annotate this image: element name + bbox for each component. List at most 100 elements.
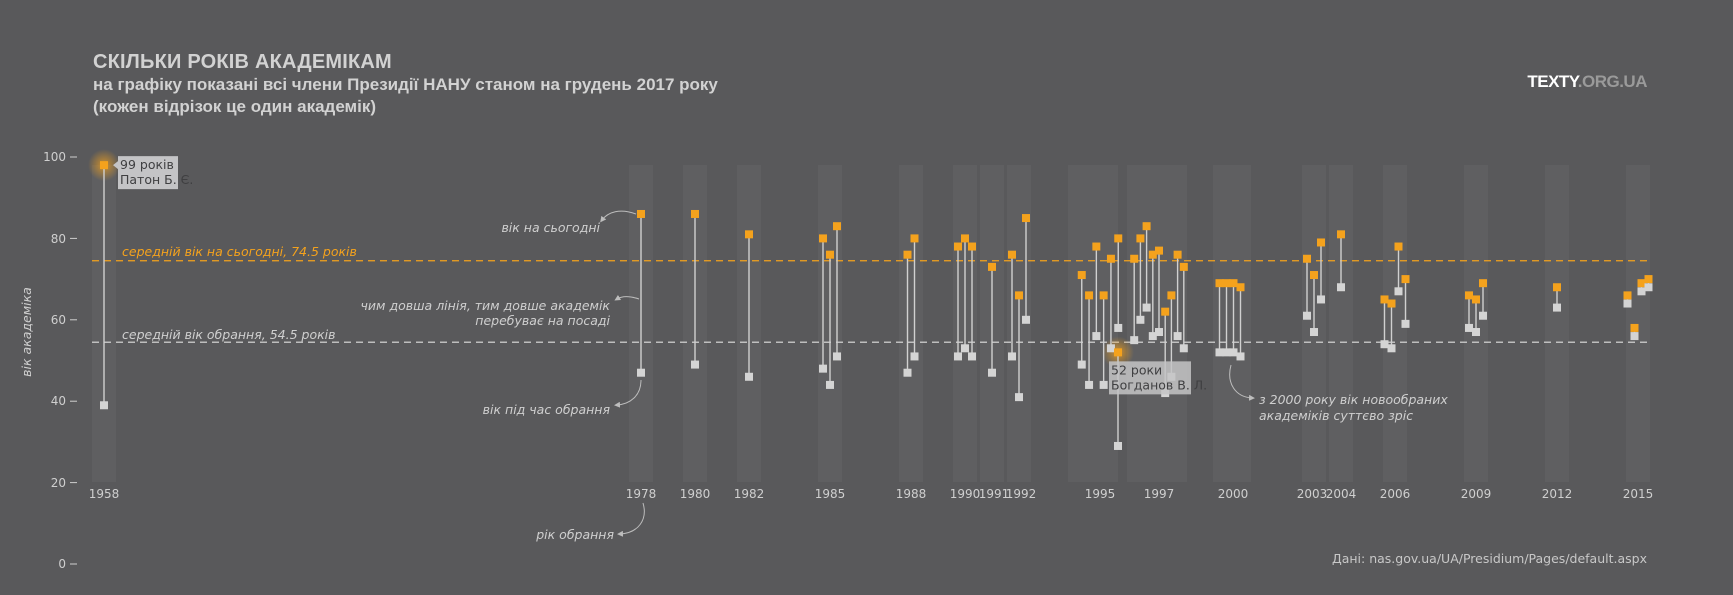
today-age-point [1222, 279, 1231, 288]
academician[interactable] [1015, 291, 1023, 402]
elected-age-point [1142, 303, 1151, 312]
elected-age-point [1092, 332, 1101, 341]
elected-age-point [100, 401, 108, 410]
academician[interactable] [1222, 279, 1231, 357]
today-age-point [1179, 262, 1188, 271]
academician[interactable] [1142, 222, 1151, 312]
academician[interactable] [1148, 250, 1157, 341]
x-tick-label: 1982 [734, 487, 765, 501]
elected-age-point [961, 344, 969, 353]
academician[interactable] [1303, 254, 1311, 320]
texty-logo[interactable]: TEXTY.ORG.UA [1527, 72, 1647, 92]
academician[interactable] [1114, 234, 1123, 332]
academician[interactable] [1380, 295, 1389, 349]
elected-age-point [1310, 328, 1318, 337]
academician[interactable] [988, 262, 996, 377]
today-age-point [1553, 283, 1561, 292]
academician[interactable] [1310, 271, 1318, 337]
elected-age-point [1553, 303, 1561, 312]
academician[interactable] [1136, 234, 1145, 324]
today-age-point [1317, 238, 1325, 247]
elected-age-point [1114, 441, 1122, 450]
tooltip-name: Богданов В. Л. [1111, 377, 1207, 392]
y-tick-label: 0 [58, 557, 66, 571]
academician[interactable] [1236, 283, 1245, 361]
academician[interactable] [1337, 230, 1345, 292]
today-age-point [968, 242, 976, 251]
logo-main: TEXTY [1527, 72, 1578, 91]
academician[interactable] [1229, 279, 1238, 357]
x-tick-label: 2006 [1380, 487, 1411, 501]
academician[interactable] [833, 222, 841, 361]
academician[interactable] [691, 209, 699, 369]
academician[interactable] [1179, 262, 1188, 353]
today-age-point [961, 234, 969, 243]
chart-subtitle-line2: (кожен відрізок це один академік) [93, 97, 377, 116]
y-tick-label: 20 [51, 476, 66, 490]
academician[interactable] [745, 230, 753, 381]
academician[interactable] [1085, 291, 1094, 389]
today-age-point [1142, 222, 1151, 231]
academician[interactable] [1394, 242, 1403, 296]
today-age-point [1148, 250, 1157, 259]
today-age-point [1092, 242, 1101, 251]
elected-age-point [1148, 332, 1157, 341]
academician[interactable] [1215, 279, 1224, 357]
annotation-since2000-line1: з 2000 року вік новообраних [1259, 392, 1448, 407]
academician[interactable] [826, 250, 834, 389]
academician[interactable] [1008, 250, 1016, 361]
academician[interactable] [1106, 254, 1115, 353]
annotation-length-line2: перебуває на посаді [475, 313, 610, 328]
elected-age-point [1106, 344, 1115, 353]
academician[interactable] [1472, 295, 1480, 337]
academician[interactable] [1465, 291, 1473, 332]
academician[interactable] [1077, 271, 1086, 369]
year-band [1213, 165, 1251, 482]
academician[interactable] [1630, 323, 1639, 341]
academician[interactable] [1401, 275, 1410, 328]
year-band [1626, 165, 1650, 482]
today-age-point [1215, 279, 1224, 288]
academician[interactable] [1637, 279, 1646, 296]
elected-age-point [819, 364, 827, 373]
elected-age-point [1179, 344, 1188, 353]
y-tick-label: 40 [51, 394, 66, 408]
elected-age-point [1215, 348, 1224, 357]
today-age-point [1008, 250, 1016, 259]
academician[interactable] [1092, 242, 1101, 341]
today-age-point [1380, 295, 1389, 304]
annotation-since2000-line2: академіків суттєво зріс [1259, 408, 1413, 423]
academician[interactable] [1553, 283, 1561, 312]
academician[interactable] [819, 234, 827, 373]
academician[interactable] [1173, 250, 1182, 341]
reference-lines: середній вік на сьогодні, 74.5 років сер… [92, 244, 1648, 343]
elected-age-point [1173, 332, 1182, 341]
annotation-today: вік на сьогодні [501, 220, 600, 235]
academician[interactable] [1022, 214, 1030, 324]
academician[interactable] [1623, 291, 1632, 308]
academician[interactable] [637, 209, 645, 377]
academician[interactable] [968, 242, 976, 361]
elected-age-point [1394, 287, 1403, 296]
academician[interactable] [1317, 238, 1325, 304]
annotations: вік на сьогодні чим довша лінія, тим дов… [361, 210, 1448, 542]
y-tick-label: 100 [43, 150, 66, 164]
academician[interactable] [1099, 291, 1108, 389]
academician[interactable] [954, 242, 962, 361]
today-age-point [1114, 348, 1122, 357]
elected-age-point [954, 352, 962, 361]
academician[interactable] [1130, 254, 1139, 345]
academician[interactable] [961, 234, 969, 353]
academician[interactable] [1644, 275, 1653, 292]
x-tick-label: 1992 [1006, 487, 1037, 501]
academician[interactable] [100, 161, 108, 410]
today-age-point [1465, 291, 1473, 300]
academician[interactable] [903, 250, 912, 377]
elected-age-point [1008, 352, 1016, 361]
elected-age-point [745, 372, 753, 381]
academician[interactable] [1155, 246, 1163, 337]
academician[interactable] [1387, 299, 1396, 353]
academician[interactable] [1479, 279, 1487, 320]
academician[interactable] [910, 234, 919, 361]
